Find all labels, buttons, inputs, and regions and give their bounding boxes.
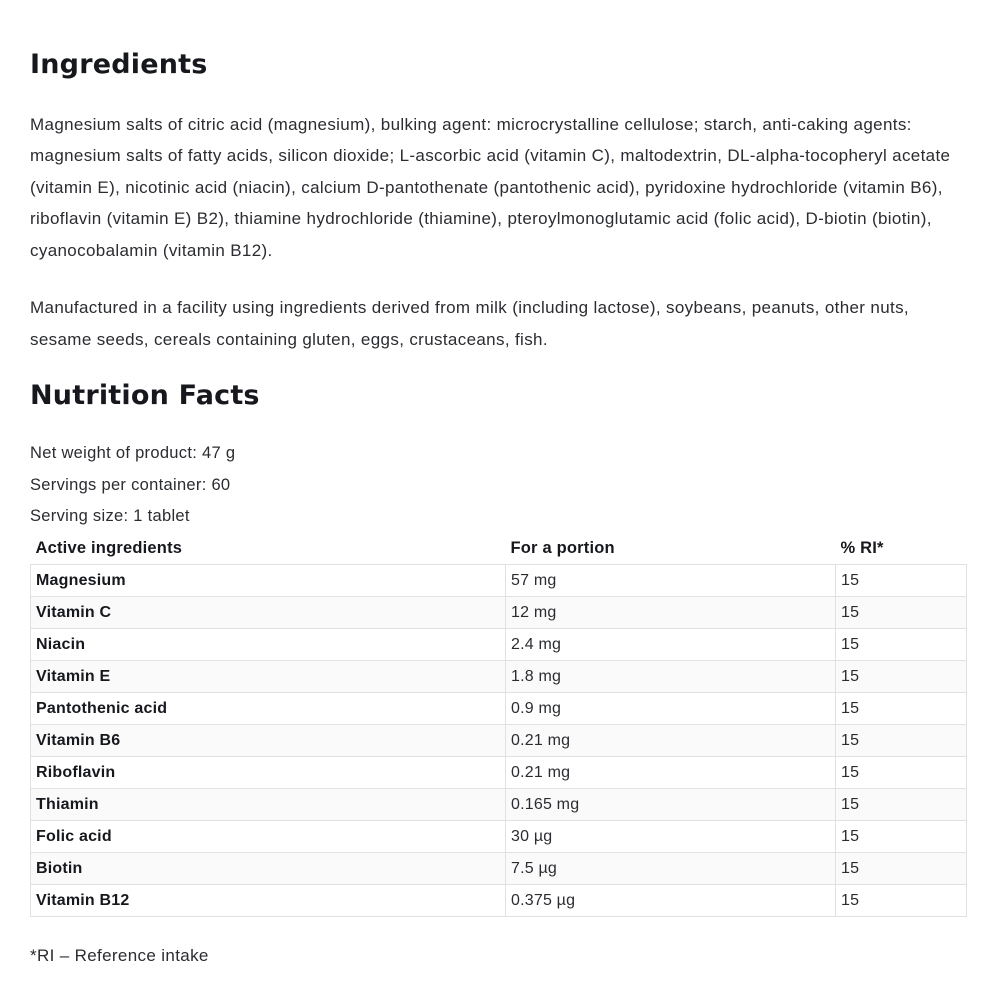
- serving-info-group: Net weight of product: 47 g Servings per…: [30, 438, 968, 533]
- ingredients-title: Ingredients: [30, 49, 208, 80]
- portion-value-cell: 1.8 mg: [505, 660, 836, 693]
- ri-percent-cell: 15: [835, 788, 967, 821]
- portion-value-cell: 7.5 µg: [505, 852, 836, 885]
- table-row: Vitamin B12 0.375 µg 15: [30, 884, 967, 917]
- portion-value-cell: 30 µg: [505, 820, 836, 853]
- ri-percent-cell: 15: [835, 564, 967, 597]
- ingredient-name-cell: Vitamin B6: [30, 724, 506, 757]
- portion-value-cell: 0.21 mg: [505, 756, 836, 789]
- table-row: Pantothenic acid 0.9 mg 15: [30, 692, 967, 725]
- portion-value-cell: 0.21 mg: [505, 724, 836, 757]
- ingredient-name-cell: Pantothenic acid: [30, 692, 506, 725]
- table-row: Vitamin E 1.8 mg 15: [30, 660, 967, 693]
- ri-percent-cell: 15: [835, 756, 967, 789]
- ingredient-name-cell: Magnesium: [30, 564, 506, 597]
- ri-percent-cell: 15: [835, 852, 967, 885]
- portion-value-cell: 0.9 mg: [505, 692, 836, 725]
- ri-percent-cell: 15: [835, 884, 967, 917]
- ri-percent-cell: 15: [835, 628, 967, 661]
- table-row: Riboflavin 0.21 mg 15: [30, 756, 967, 789]
- nutrition-table: Active ingredients For a portion % RI* M…: [30, 533, 967, 917]
- portion-value-cell: 57 mg: [505, 564, 836, 597]
- nutrition-table-header-row: Active ingredients For a portion % RI*: [31, 533, 967, 565]
- servings-per-container-line: Servings per container: 60: [30, 475, 231, 494]
- table-row: Vitamin B6 0.21 mg 15: [30, 724, 967, 757]
- ingredient-name-cell: Vitamin B12: [30, 884, 506, 917]
- ri-percent-cell: 15: [835, 820, 967, 853]
- ingredient-name-cell: Biotin: [30, 852, 506, 885]
- column-header-ri-percent: % RI*: [840, 538, 884, 557]
- table-row: Thiamin 0.165 mg 15: [30, 788, 967, 821]
- ri-percent-cell: 15: [835, 724, 967, 757]
- allergen-paragraph: Manufactured in a facility using ingredi…: [30, 298, 909, 349]
- table-row: Magnesium 57 mg 15: [30, 564, 967, 597]
- nutrition-table-body: Magnesium 57 mg 15 Vitamin C 12 mg 15 Niacin 2.…: [30, 564, 967, 917]
- net-weight-line: Net weight of product: 47 g: [30, 444, 236, 462]
- ri-percent-cell: 15: [835, 660, 967, 693]
- column-header-active-ingredients: Active ingredients: [35, 538, 183, 557]
- ingredients-paragraph: Magnesium salts of citric acid (magnesiu…: [30, 114, 951, 260]
- ingredient-name-cell: Riboflavin: [30, 756, 506, 789]
- ingredient-name-cell: Thiamin: [30, 788, 506, 821]
- ingredient-name-cell: Folic acid: [30, 820, 506, 853]
- table-row: Niacin 2.4 mg 15: [30, 628, 967, 661]
- portion-value-cell: 12 mg: [505, 596, 836, 629]
- portion-value-cell: 0.165 mg: [505, 788, 836, 821]
- portion-value-cell: 0.375 µg: [505, 884, 836, 917]
- ingredient-name-cell: Niacin: [30, 628, 506, 661]
- column-header-for-a-portion: For a portion: [510, 538, 615, 557]
- portion-value-cell: 2.4 mg: [505, 628, 836, 661]
- ingredient-name-cell: Vitamin C: [30, 596, 506, 629]
- ri-percent-cell: 15: [835, 692, 967, 725]
- nutrition-facts-title: Nutrition Facts: [30, 380, 260, 412]
- table-row: Biotin 7.5 µg 15: [30, 852, 967, 885]
- ri-footnote: *RI – Reference intake: [30, 946, 209, 965]
- ri-percent-cell: 15: [835, 596, 967, 629]
- serving-size-line: Serving size: 1 tablet: [30, 507, 190, 525]
- ingredient-name-cell: Vitamin E: [30, 660, 506, 693]
- table-row: Folic acid 30 µg 15: [30, 820, 967, 853]
- table-row: Vitamin C 12 mg 15: [30, 596, 967, 629]
